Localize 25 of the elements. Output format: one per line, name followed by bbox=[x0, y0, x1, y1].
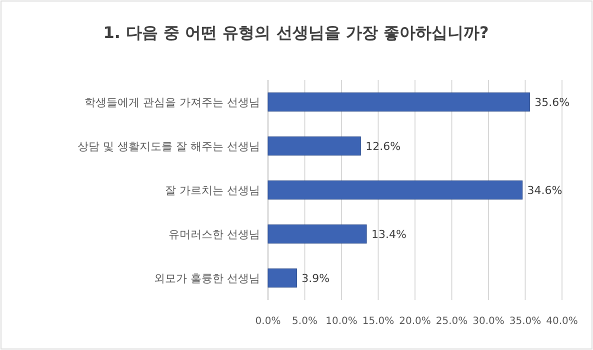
y-tick-label: 학생들에게 관심을 가져주는 선생님 bbox=[84, 96, 260, 109]
bar bbox=[268, 268, 297, 288]
bar bbox=[268, 180, 523, 200]
x-tick-label: 0.0% bbox=[255, 316, 281, 327]
data-label: 35.6% bbox=[534, 96, 570, 109]
data-label: 3.9% bbox=[302, 272, 330, 285]
chart-title: 1. 다음 중 어떤 유형의 선생님을 가장 좋아하십니까? bbox=[103, 23, 489, 42]
data-label: 13.4% bbox=[371, 228, 406, 241]
y-tick-label: 잘 가르치는 선생님 bbox=[165, 184, 260, 197]
x-tick-label: 20.0% bbox=[399, 316, 431, 327]
x-tick-label: 30.0% bbox=[472, 316, 504, 327]
x-tick-label: 15.0% bbox=[362, 316, 394, 327]
x-tick-label: 10.0% bbox=[326, 316, 358, 327]
y-tick-label: 유머러스한 선생님 bbox=[168, 228, 260, 241]
data-label: 12.6% bbox=[366, 140, 401, 153]
x-tick-label: 25.0% bbox=[436, 316, 468, 327]
bar bbox=[268, 224, 367, 244]
x-tick-label: 40.0% bbox=[546, 316, 578, 327]
bar bbox=[268, 92, 530, 112]
x-tick-label: 35.0% bbox=[509, 316, 542, 327]
y-tick-label: 외모가 훌륭한 선생님 bbox=[154, 272, 260, 285]
y-tick-label: 상담 및 생활지도를 잘 해주는 선생님 bbox=[78, 140, 260, 153]
bar bbox=[268, 136, 361, 156]
data-label: 34.6% bbox=[527, 184, 562, 197]
x-tick-label: 5.0% bbox=[292, 316, 318, 327]
